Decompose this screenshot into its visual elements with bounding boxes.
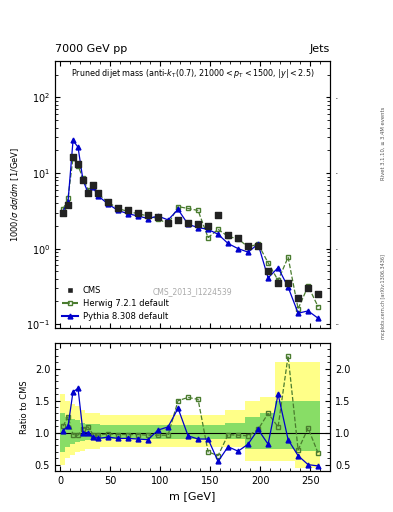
Point bbox=[60, 208, 66, 217]
Text: 7000 GeV pp: 7000 GeV pp bbox=[55, 44, 127, 54]
Point bbox=[85, 188, 91, 197]
Point bbox=[305, 284, 311, 292]
Point bbox=[135, 208, 141, 217]
Point bbox=[215, 211, 221, 219]
Y-axis label: Ratio to CMS: Ratio to CMS bbox=[20, 380, 29, 434]
Point bbox=[225, 231, 231, 240]
Y-axis label: $1000/\sigma\ d\sigma/dm\ [1/\mathrm{GeV}]$: $1000/\sigma\ d\sigma/dm\ [1/\mathrm{GeV… bbox=[9, 147, 21, 242]
Point bbox=[65, 201, 71, 209]
X-axis label: m [GeV]: m [GeV] bbox=[169, 492, 216, 501]
Point bbox=[105, 198, 111, 206]
Point bbox=[125, 206, 131, 215]
Point bbox=[80, 176, 86, 184]
Point bbox=[175, 216, 181, 224]
Point bbox=[70, 153, 76, 161]
Point bbox=[90, 181, 96, 189]
Point bbox=[115, 203, 121, 211]
Point bbox=[75, 160, 81, 168]
Point bbox=[155, 213, 161, 221]
Text: Pruned dijet mass (anti-$k_\mathrm{T}$(0.7), 21000$<p_\mathrm{T}<$1500, $|y|<$2.: Pruned dijet mass (anti-$k_\mathrm{T}$(0… bbox=[71, 67, 314, 80]
Point bbox=[275, 279, 281, 287]
Point bbox=[185, 219, 191, 227]
Text: CMS_2013_I1224539: CMS_2013_I1224539 bbox=[153, 287, 232, 296]
Point bbox=[245, 242, 251, 250]
Point bbox=[145, 211, 151, 219]
Point bbox=[165, 219, 171, 227]
Point bbox=[95, 188, 101, 197]
Point bbox=[285, 279, 291, 287]
Point bbox=[315, 290, 321, 298]
Text: Rivet 3.1.10, ≥ 3.4M events: Rivet 3.1.10, ≥ 3.4M events bbox=[381, 106, 386, 180]
Point bbox=[265, 267, 271, 275]
Legend: CMS, Herwig 7.2.1 default, Pythia 8.308 default: CMS, Herwig 7.2.1 default, Pythia 8.308 … bbox=[59, 283, 171, 324]
Text: mcplots.cern.ch [arXiv:1306.3436]: mcplots.cern.ch [arXiv:1306.3436] bbox=[381, 254, 386, 339]
Point bbox=[235, 233, 241, 242]
Text: Jets: Jets bbox=[310, 44, 330, 54]
Point bbox=[195, 220, 201, 228]
Point bbox=[205, 222, 211, 230]
Point bbox=[295, 294, 301, 303]
Point bbox=[255, 242, 261, 250]
